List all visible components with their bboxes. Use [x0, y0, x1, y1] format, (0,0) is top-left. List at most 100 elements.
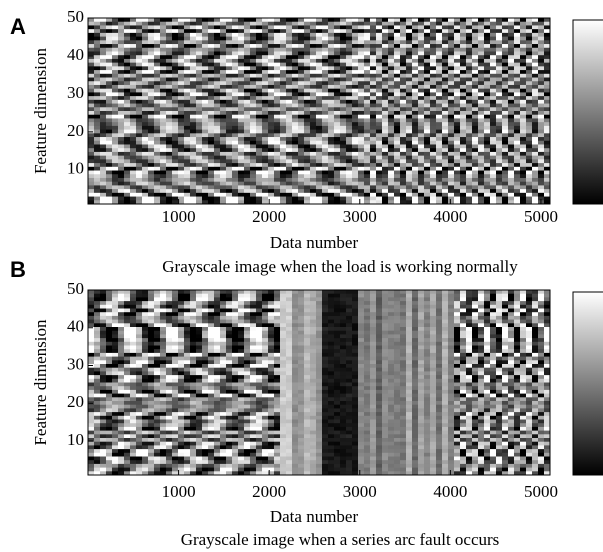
heatmap-cell	[178, 375, 184, 379]
heatmap-cell	[208, 152, 214, 156]
heatmap-cell	[106, 412, 112, 416]
heatmap-cell	[538, 37, 544, 41]
heatmap-cell	[154, 159, 160, 163]
heatmap-cell	[202, 174, 208, 178]
heatmap-cell	[352, 144, 358, 148]
heatmap-cell	[142, 368, 148, 372]
heatmap-cell	[208, 334, 214, 338]
heatmap-cell	[178, 331, 184, 335]
heatmap-cell	[94, 81, 100, 85]
heatmap-cell	[364, 48, 370, 52]
heatmap-cell	[136, 338, 142, 342]
heatmap-cell	[292, 130, 298, 134]
heatmap-cell	[538, 193, 544, 197]
heatmap-cell	[352, 25, 358, 29]
heatmap-cell	[172, 327, 178, 331]
heatmap-cell	[196, 309, 202, 313]
heatmap-cell	[334, 148, 340, 152]
heatmap-cell	[112, 357, 118, 361]
heatmap-cell	[94, 457, 100, 461]
heatmap-cell	[196, 294, 202, 298]
heatmap-cell	[202, 305, 208, 309]
heatmap-cell	[124, 401, 130, 405]
heatmap-cell	[214, 408, 220, 412]
heatmap-cell	[148, 431, 154, 435]
heatmap-cell	[100, 141, 106, 145]
heatmap-cell	[430, 111, 436, 115]
heatmap-cell	[178, 104, 184, 108]
heatmap-cell	[166, 92, 172, 96]
heatmap-cell	[358, 59, 364, 63]
heatmap-cell	[268, 159, 274, 163]
heatmap-cell	[154, 51, 160, 55]
heatmap-cell	[424, 159, 430, 163]
heatmap-cell	[304, 193, 310, 197]
heatmap-cell	[544, 189, 550, 193]
heatmap-cell	[118, 445, 124, 449]
heatmap-cell	[280, 122, 286, 126]
heatmap-cell	[148, 74, 154, 78]
heatmap-cell	[190, 130, 196, 134]
heatmap-cell	[190, 320, 196, 324]
heatmap-cell	[472, 178, 478, 182]
heatmap-cell	[358, 92, 364, 96]
heatmap-cell	[172, 431, 178, 435]
heatmap-cell	[334, 141, 340, 145]
heatmap-cell	[280, 137, 286, 141]
heatmap-cell	[220, 327, 226, 331]
heatmap-cell	[394, 104, 400, 108]
heatmap-cell	[412, 18, 418, 22]
heatmap-cell	[346, 33, 352, 37]
heatmap-cell	[460, 156, 466, 160]
heatmap-cell	[262, 51, 268, 55]
heatmap-cell	[298, 70, 304, 74]
heatmap-cell	[310, 197, 316, 201]
heatmap-cell	[196, 334, 202, 338]
heatmap-cell	[214, 386, 220, 390]
heatmap-cell	[418, 92, 424, 96]
heatmap-cell	[142, 375, 148, 379]
heatmap-cell	[268, 174, 274, 178]
heatmap-cell	[160, 294, 166, 298]
heatmap-cell	[250, 141, 256, 145]
heatmap-cell	[136, 144, 142, 148]
heatmap-cell	[202, 464, 208, 468]
heatmap-cell	[304, 29, 310, 33]
heatmap-cell	[136, 44, 142, 48]
heatmap-cell	[394, 107, 400, 111]
heatmap-cell	[220, 197, 226, 201]
heatmap-cell	[172, 427, 178, 431]
heatmap-cell	[172, 438, 178, 442]
heatmap-cell	[322, 70, 328, 74]
heatmap-cell	[394, 182, 400, 186]
heatmap-cell	[544, 118, 550, 122]
heatmap-cell	[142, 48, 148, 52]
heatmap-cell	[112, 189, 118, 193]
heatmap-cell	[142, 379, 148, 383]
heatmap-cell	[526, 185, 532, 189]
heatmap-cell	[340, 78, 346, 82]
heatmap-cell	[484, 122, 490, 126]
heatmap-cell	[166, 309, 172, 313]
heatmap-cell	[106, 453, 112, 457]
heatmap-cell	[292, 25, 298, 29]
heatmap-cell	[148, 59, 154, 63]
heatmap-cell	[424, 85, 430, 89]
heatmap-cell	[280, 33, 286, 37]
heatmap-cell	[184, 178, 190, 182]
heatmap-cell	[256, 29, 262, 33]
heatmap-cell	[334, 118, 340, 122]
heatmap-cell	[292, 40, 298, 44]
heatmap-cell	[190, 390, 196, 394]
heatmap-cell	[214, 423, 220, 427]
heatmap-cell	[448, 185, 454, 189]
heatmap-cell	[442, 22, 448, 26]
heatmap-cell	[118, 290, 124, 294]
heatmap-cell	[484, 70, 490, 74]
heatmap-cell	[160, 156, 166, 160]
heatmap-cell	[454, 185, 460, 189]
heatmap-cell	[316, 193, 322, 197]
heatmap-cell	[124, 427, 130, 431]
heatmap-cell	[304, 44, 310, 48]
heatmap-cell	[472, 156, 478, 160]
